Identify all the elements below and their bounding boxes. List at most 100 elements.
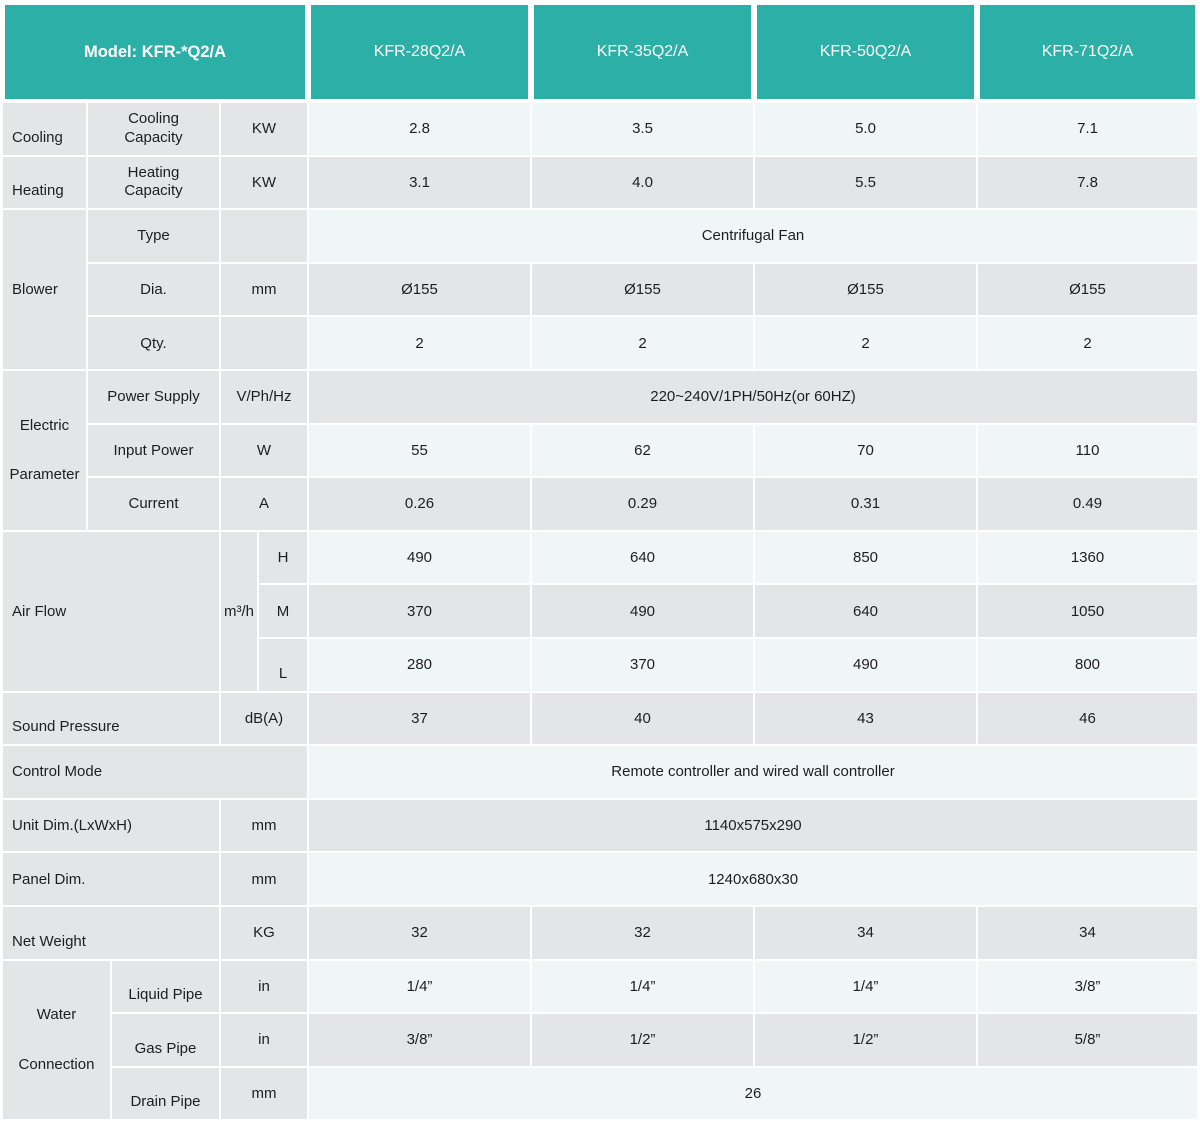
panel-dim-label-cell: Panel Dim.: [3, 853, 219, 905]
unit-dim-value-span: 1140x575x290: [309, 799, 1197, 852]
power-supply-unit-cell: V/Ph/Hz: [221, 370, 307, 423]
sound-pressure-label-cell: Sound Pressure: [3, 692, 219, 745]
liquid-pipe-label-cell: Liquid Pipe: [112, 960, 219, 1013]
control-mode-label-cell: Control Mode: [3, 746, 307, 798]
blower-qty-value-0: 2: [309, 317, 530, 369]
blower-qty-label-cell: Qty.: [88, 317, 219, 369]
panel-dim-unit-cell: mm: [221, 853, 307, 905]
unit-dim-label-cell: Unit Dim.(LxWxH): [3, 799, 219, 852]
input-power-unit-cell: W: [221, 424, 307, 477]
air-flow-h-label-cell: H: [259, 531, 307, 584]
blower-qty-value-1: 2: [532, 317, 753, 369]
cooling-value-2: 5.0: [755, 103, 976, 155]
water-connection-category-cell: Water Connection: [3, 960, 110, 1120]
current-unit-cell: A: [221, 478, 307, 530]
cooling-category-cell: Cooling: [3, 103, 86, 155]
input-power-value-3: 110: [978, 424, 1197, 477]
sound-pressure-value-0: 37: [309, 692, 530, 745]
cooling-unit-cell: KW: [221, 103, 307, 155]
gas-pipe-label-cell: Gas Pipe: [112, 1014, 219, 1066]
air-flow-l-value-2: 490: [755, 638, 976, 691]
gas-pipe-value-0: 3/8”: [309, 1014, 530, 1066]
cooling-value-3: 7.1: [978, 103, 1197, 155]
blower-qty-unit-cell: [221, 317, 307, 369]
header-col-kfr35: KFR-35Q2/A: [534, 5, 751, 99]
gas-pipe-value-3: 5/8”: [978, 1014, 1197, 1066]
drain-pipe-value-span: 26: [309, 1067, 1197, 1120]
air-flow-l-value-1: 370: [532, 638, 753, 691]
liquid-pipe-value-3: 3/8”: [978, 960, 1197, 1013]
control-mode-value-span: Remote controller and wired wall control…: [309, 746, 1197, 798]
current-value-0: 0.26: [309, 478, 530, 530]
heating-value-2: 5.5: [755, 156, 976, 209]
current-label-cell: Current: [88, 478, 219, 530]
cooling-label-cell: Cooling Capacity: [88, 103, 219, 155]
electric-category-cell: Electric Parameter: [3, 370, 86, 530]
unit-dim-unit-cell: mm: [221, 799, 307, 852]
sound-pressure-value-3: 46: [978, 692, 1197, 745]
power-supply-label-cell: Power Supply: [88, 370, 219, 423]
air-flow-l-value-3: 800: [978, 638, 1197, 691]
input-power-label-cell: Input Power: [88, 424, 219, 477]
heating-value-0: 3.1: [309, 156, 530, 209]
gas-pipe-value-1: 1/2”: [532, 1014, 753, 1066]
blower-dia-unit-cell: mm: [221, 263, 307, 316]
current-value-2: 0.31: [755, 478, 976, 530]
panel-dim-value-span: 1240x680x30: [309, 853, 1197, 905]
drain-pipe-label-cell: Drain Pipe: [112, 1067, 219, 1120]
air-flow-l-value-0: 280: [309, 638, 530, 691]
heating-label-cell: Heating Capacity: [88, 156, 219, 209]
blower-dia-value-1: Ø155: [532, 263, 753, 316]
blower-dia-label-cell: Dia.: [88, 263, 219, 316]
air-flow-m-value-1: 490: [532, 585, 753, 637]
air-flow-category-cell: Air Flow: [3, 531, 219, 691]
liquid-pipe-unit-cell: in: [221, 960, 307, 1013]
air-flow-h-value-0: 490: [309, 531, 530, 584]
air-flow-m-value-3: 1050: [978, 585, 1197, 637]
air-flow-h-value-1: 640: [532, 531, 753, 584]
blower-qty-value-2: 2: [755, 317, 976, 369]
current-value-1: 0.29: [532, 478, 753, 530]
blower-type-value-span: Centrifugal Fan: [309, 210, 1197, 262]
net-weight-value-3: 34: [978, 906, 1197, 959]
net-weight-value-2: 34: [755, 906, 976, 959]
net-weight-unit-cell: KG: [221, 906, 307, 959]
heating-unit-cell: KW: [221, 156, 307, 209]
blower-dia-value-3: Ø155: [978, 263, 1197, 316]
header-model-cell: Model: KFR-*Q2/A: [5, 5, 305, 99]
cooling-value-0: 2.8: [309, 103, 530, 155]
air-flow-m-value-0: 370: [309, 585, 530, 637]
air-flow-h-value-3: 1360: [978, 531, 1197, 584]
blower-type-label-cell: Type: [88, 210, 219, 262]
cooling-value-1: 3.5: [532, 103, 753, 155]
net-weight-value-0: 32: [309, 906, 530, 959]
blower-dia-value-2: Ø155: [755, 263, 976, 316]
liquid-pipe-value-1: 1/4”: [532, 960, 753, 1013]
sound-pressure-value-1: 40: [532, 692, 753, 745]
air-flow-m-value-2: 640: [755, 585, 976, 637]
net-weight-value-1: 32: [532, 906, 753, 959]
power-supply-value-span: 220~240V/1PH/50Hz(or 60HZ): [309, 370, 1197, 423]
header-col-kfr50: KFR-50Q2/A: [757, 5, 974, 99]
header-col-kfr28: KFR-28Q2/A: [311, 5, 528, 99]
heating-value-3: 7.8: [978, 156, 1197, 209]
input-power-value-0: 55: [309, 424, 530, 477]
net-weight-label-cell: Net Weight: [3, 906, 219, 959]
gas-pipe-value-2: 1/2”: [755, 1014, 976, 1066]
air-flow-l-label-cell: L: [259, 638, 307, 691]
air-flow-m-label-cell: M: [259, 585, 307, 637]
heating-value-1: 4.0: [532, 156, 753, 209]
drain-pipe-unit-cell: mm: [221, 1067, 307, 1120]
liquid-pipe-value-2: 1/4”: [755, 960, 976, 1013]
sound-pressure-value-2: 43: [755, 692, 976, 745]
air-flow-h-value-2: 850: [755, 531, 976, 584]
input-power-value-1: 62: [532, 424, 753, 477]
blower-category-cell: Blower: [3, 210, 86, 369]
blower-type-unit-cell: [221, 210, 307, 262]
blower-qty-value-3: 2: [978, 317, 1197, 369]
gas-pipe-unit-cell: in: [221, 1014, 307, 1066]
blower-dia-value-0: Ø155: [309, 263, 530, 316]
air-flow-unit-cell: m³/h: [221, 531, 257, 691]
input-power-value-2: 70: [755, 424, 976, 477]
